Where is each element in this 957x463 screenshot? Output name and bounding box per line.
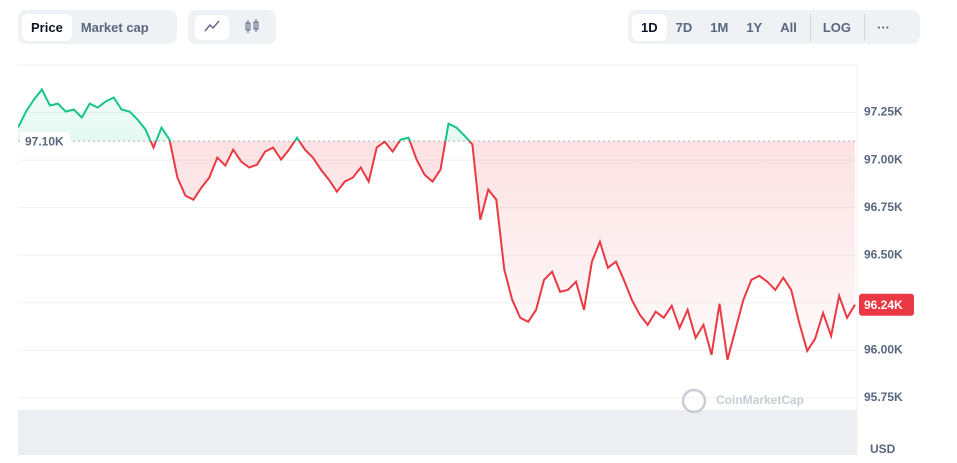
axis-unit: USD bbox=[870, 442, 896, 456]
y-tick-label: 96.00K bbox=[864, 343, 903, 357]
candle-icon bbox=[245, 18, 259, 33]
reference-label-bg bbox=[20, 132, 70, 151]
current-price-bg bbox=[859, 293, 914, 316]
chart-style-toggle bbox=[188, 10, 276, 44]
price-line-up bbox=[18, 87, 471, 142]
watermark-logo bbox=[681, 388, 707, 414]
range-button[interactable]: 1M bbox=[710, 19, 729, 35]
volume-band bbox=[18, 410, 857, 455]
y-tick-label: 95.75K bbox=[864, 390, 903, 404]
range-button[interactable]: All bbox=[780, 19, 797, 35]
y-tick-label: 96.50K bbox=[864, 247, 903, 261]
range-button[interactable]: 7D bbox=[675, 19, 693, 35]
range-button[interactable]: 1D bbox=[632, 13, 667, 41]
area-up bbox=[18, 89, 470, 142]
price-tab[interactable]: Price bbox=[22, 13, 72, 41]
log-button[interactable]: LOG bbox=[809, 13, 860, 41]
y-tick-label: 96.75K bbox=[864, 200, 903, 214]
y-tick-label: 97.25K bbox=[864, 105, 903, 119]
watermark: CoinMarketCap bbox=[716, 393, 804, 407]
area-down bbox=[18, 141, 855, 360]
market-cap-tab[interactable]: Market cap bbox=[80, 19, 149, 35]
price-line-down bbox=[149, 141, 856, 361]
y-tick-label: 96.25K bbox=[864, 295, 903, 309]
range-toggle: 1D 7D 1M 1Y All LOG ··· bbox=[628, 10, 920, 44]
current-price-label: 96.24K bbox=[864, 298, 903, 312]
more-button[interactable]: ··· bbox=[864, 13, 899, 41]
view-toggle: Price Market cap bbox=[18, 10, 177, 44]
line-chart-button[interactable] bbox=[195, 14, 229, 40]
candle-chart-button[interactable] bbox=[235, 15, 269, 40]
line-icon bbox=[204, 20, 220, 31]
reference-label: 97.10K bbox=[25, 134, 64, 148]
y-tick-label: 97.00K bbox=[864, 152, 903, 166]
range-button[interactable]: 1Y bbox=[746, 19, 763, 35]
